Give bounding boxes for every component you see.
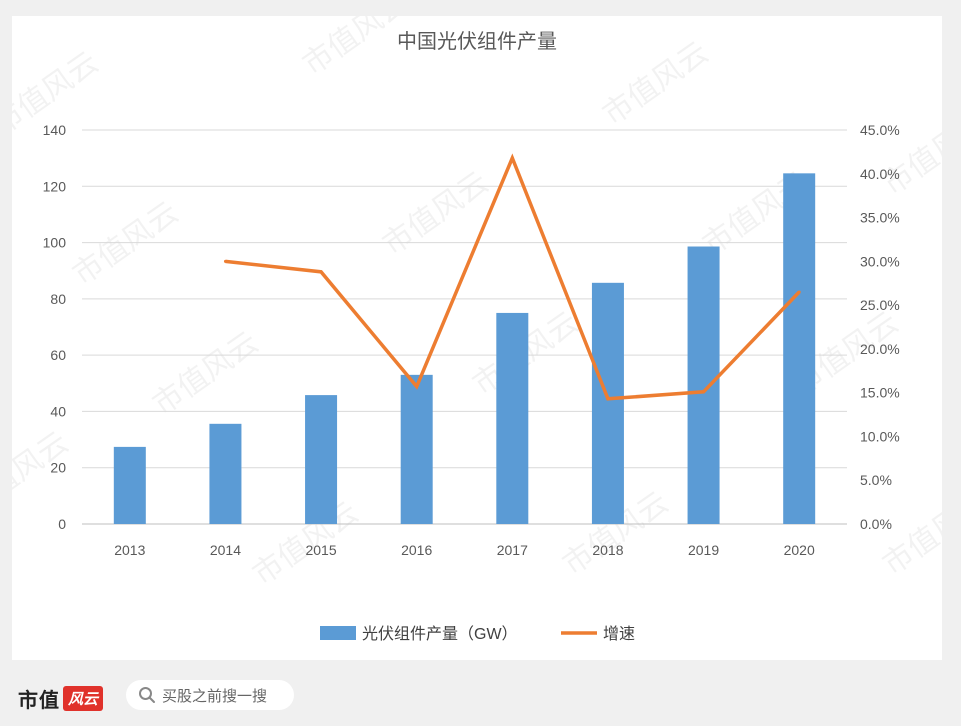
y-left-tick-label: 120	[43, 178, 67, 194]
growth-point	[797, 290, 801, 294]
x-tick-label: 2017	[497, 542, 528, 558]
y-right-tick-label: 5.0%	[860, 472, 892, 488]
growth-point	[223, 259, 227, 263]
y-right-tick-label: 0.0%	[860, 516, 892, 532]
y-right-tick-label: 30.0%	[860, 253, 900, 269]
bar	[305, 395, 338, 524]
bar	[591, 282, 624, 524]
watermark-text: 市值风云	[147, 326, 264, 422]
search-placeholder: 买股之前搜一搜	[162, 687, 268, 705]
x-tick-label: 2013	[114, 542, 145, 558]
bar	[496, 312, 529, 524]
y-right-tick-label: 40.0%	[860, 166, 900, 182]
y-left-tick-label: 0	[58, 516, 66, 532]
y-left-tick-label: 40	[50, 403, 66, 419]
y-right-tick-label: 45.0%	[860, 122, 900, 138]
brand-logo[interactable]: 市值 风云	[18, 684, 104, 713]
bar	[687, 246, 720, 525]
x-tick-label: 2014	[210, 542, 241, 558]
legend-label-line: 增速	[603, 625, 635, 643]
bar	[400, 374, 433, 524]
growth-point	[606, 397, 610, 401]
y-right-tick-label: 35.0%	[860, 210, 900, 226]
search-icon	[139, 687, 155, 703]
watermark-text: 市值风云	[877, 486, 942, 582]
x-tick-label: 2016	[401, 542, 432, 558]
y-left-tick-label: 140	[43, 122, 67, 138]
legend-label-bar: 光伏组件产量（GW）	[362, 625, 518, 643]
watermark-text: 市值风云	[67, 196, 184, 292]
bar	[783, 173, 816, 524]
bar	[209, 423, 242, 524]
bar	[113, 446, 146, 524]
growth-point	[510, 156, 514, 160]
y-right-tick-label: 15.0%	[860, 385, 900, 401]
growth-point	[319, 270, 323, 274]
brand-logo-mark: 风云	[63, 686, 104, 711]
watermark-text: 市值风云	[597, 36, 714, 132]
x-tick-label: 2015	[305, 542, 336, 558]
y-right-tick-label: 20.0%	[860, 341, 900, 357]
y-left-tick-label: 60	[50, 347, 66, 363]
brand-name: 市值	[18, 688, 60, 712]
x-tick-label: 2018	[592, 542, 623, 558]
y-right-tick-label: 10.0%	[860, 428, 900, 444]
watermark-text: 市值风云	[877, 106, 942, 202]
search-box[interactable]: 买股之前搜一搜	[126, 680, 294, 710]
footer-bar: 市值 风云 买股之前搜一搜	[0, 664, 961, 726]
chart-card: 市值风云 市值风云 市值风云 市值风云 市值风云 市值风云 市值风云 市值风云 市值风云 市值风云…	[12, 16, 942, 660]
x-tick-label: 2020	[784, 542, 815, 558]
chart-title: 中国光伏组件产量	[397, 29, 557, 53]
y-left-tick-label: 80	[50, 291, 66, 307]
y-right-tick-label: 25.0%	[860, 297, 900, 313]
growth-point	[415, 385, 419, 389]
legend-swatch-bar	[320, 626, 356, 640]
y-left-tick-label: 100	[43, 235, 67, 251]
x-tick-label: 2019	[688, 542, 719, 558]
growth-point	[702, 390, 706, 394]
y-left-tick-label: 20	[50, 460, 66, 476]
